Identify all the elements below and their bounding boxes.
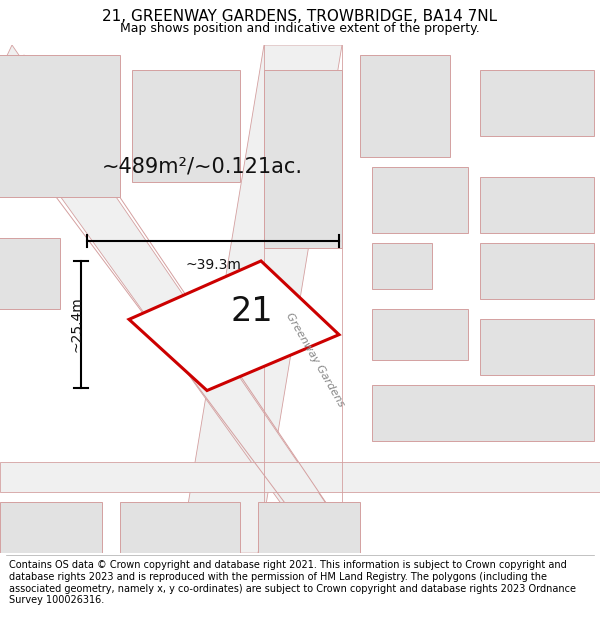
Polygon shape xyxy=(372,309,468,360)
Text: 21, GREENWAY GARDENS, TROWBRIDGE, BA14 7NL: 21, GREENWAY GARDENS, TROWBRIDGE, BA14 7… xyxy=(103,9,497,24)
Polygon shape xyxy=(0,462,600,492)
Text: ~25.4m: ~25.4m xyxy=(69,297,83,352)
Text: Map shows position and indicative extent of the property.: Map shows position and indicative extent… xyxy=(120,22,480,35)
Polygon shape xyxy=(480,177,594,233)
Polygon shape xyxy=(480,71,594,136)
Text: ~39.3m: ~39.3m xyxy=(185,258,241,272)
Text: ~489m²/~0.121ac.: ~489m²/~0.121ac. xyxy=(102,157,303,177)
Polygon shape xyxy=(0,503,102,563)
Polygon shape xyxy=(264,71,342,248)
Polygon shape xyxy=(0,238,60,309)
Polygon shape xyxy=(372,167,468,233)
Text: Contains OS data © Crown copyright and database right 2021. This information is : Contains OS data © Crown copyright and d… xyxy=(9,560,576,605)
Polygon shape xyxy=(129,261,339,391)
Polygon shape xyxy=(480,319,594,375)
Text: Greenway Gardens: Greenway Gardens xyxy=(284,311,346,409)
Polygon shape xyxy=(480,243,594,299)
Polygon shape xyxy=(258,503,360,563)
Polygon shape xyxy=(120,503,240,563)
Polygon shape xyxy=(180,45,342,553)
Polygon shape xyxy=(0,55,120,198)
Polygon shape xyxy=(372,243,432,289)
Polygon shape xyxy=(372,386,594,441)
Polygon shape xyxy=(360,55,450,157)
Polygon shape xyxy=(132,71,240,182)
Text: 21: 21 xyxy=(230,294,274,328)
Polygon shape xyxy=(0,45,360,563)
